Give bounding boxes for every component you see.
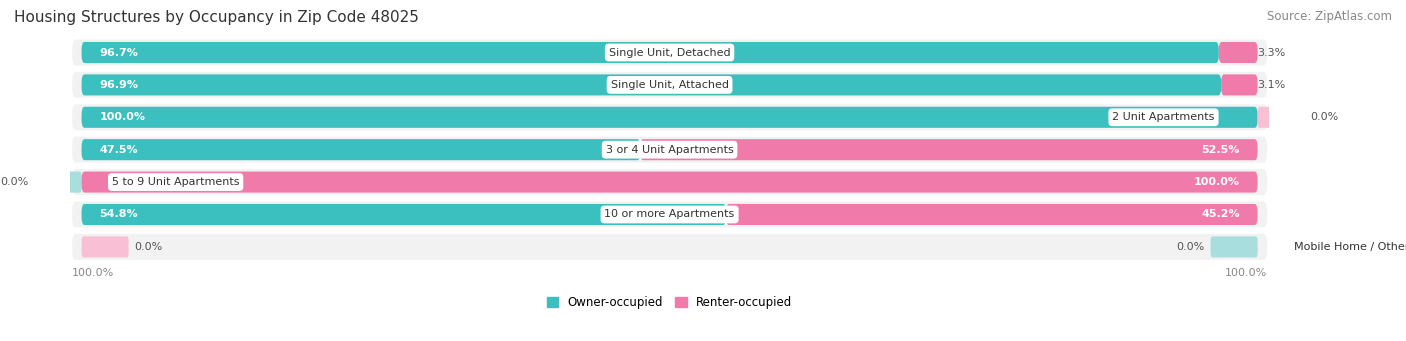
Text: 0.0%: 0.0% bbox=[1177, 242, 1205, 252]
FancyBboxPatch shape bbox=[72, 202, 1267, 227]
FancyBboxPatch shape bbox=[72, 169, 1267, 195]
Text: 0.0%: 0.0% bbox=[0, 177, 28, 187]
Text: 2 Unit Apartments: 2 Unit Apartments bbox=[1112, 112, 1215, 122]
FancyBboxPatch shape bbox=[1222, 74, 1257, 95]
Text: Housing Structures by Occupancy in Zip Code 48025: Housing Structures by Occupancy in Zip C… bbox=[14, 10, 419, 25]
Text: 0.0%: 0.0% bbox=[1310, 112, 1339, 122]
FancyBboxPatch shape bbox=[72, 137, 1267, 163]
Text: 3.1%: 3.1% bbox=[1257, 80, 1286, 90]
FancyBboxPatch shape bbox=[82, 74, 1222, 95]
Text: Source: ZipAtlas.com: Source: ZipAtlas.com bbox=[1267, 10, 1392, 23]
Text: 100.0%: 100.0% bbox=[72, 268, 114, 278]
FancyBboxPatch shape bbox=[82, 172, 1257, 193]
Text: 45.2%: 45.2% bbox=[1201, 209, 1240, 220]
Text: 54.8%: 54.8% bbox=[100, 209, 138, 220]
FancyBboxPatch shape bbox=[72, 104, 1267, 130]
FancyBboxPatch shape bbox=[1257, 107, 1305, 128]
FancyBboxPatch shape bbox=[35, 172, 82, 193]
FancyBboxPatch shape bbox=[82, 204, 725, 225]
Text: 5 to 9 Unit Apartments: 5 to 9 Unit Apartments bbox=[112, 177, 239, 187]
FancyBboxPatch shape bbox=[72, 40, 1267, 65]
Text: Mobile Home / Other: Mobile Home / Other bbox=[1294, 242, 1406, 252]
FancyBboxPatch shape bbox=[72, 72, 1267, 98]
Text: 100.0%: 100.0% bbox=[1225, 268, 1267, 278]
Text: 3.3%: 3.3% bbox=[1257, 47, 1286, 58]
Text: 3 or 4 Unit Apartments: 3 or 4 Unit Apartments bbox=[606, 145, 734, 155]
FancyBboxPatch shape bbox=[82, 42, 1219, 63]
Text: 100.0%: 100.0% bbox=[1194, 177, 1240, 187]
Text: Single Unit, Attached: Single Unit, Attached bbox=[610, 80, 728, 90]
Text: 96.9%: 96.9% bbox=[100, 80, 138, 90]
FancyBboxPatch shape bbox=[82, 236, 128, 257]
Text: 96.7%: 96.7% bbox=[100, 47, 138, 58]
Text: 10 or more Apartments: 10 or more Apartments bbox=[605, 209, 735, 220]
FancyBboxPatch shape bbox=[640, 139, 1257, 160]
FancyBboxPatch shape bbox=[1211, 236, 1257, 257]
Text: 47.5%: 47.5% bbox=[100, 145, 138, 155]
Legend: Owner-occupied, Renter-occupied: Owner-occupied, Renter-occupied bbox=[541, 292, 797, 314]
FancyBboxPatch shape bbox=[72, 234, 1267, 260]
Text: Single Unit, Detached: Single Unit, Detached bbox=[609, 47, 730, 58]
FancyBboxPatch shape bbox=[82, 107, 1257, 128]
Text: 0.0%: 0.0% bbox=[135, 242, 163, 252]
FancyBboxPatch shape bbox=[82, 139, 640, 160]
FancyBboxPatch shape bbox=[1219, 42, 1257, 63]
FancyBboxPatch shape bbox=[725, 204, 1257, 225]
Text: 52.5%: 52.5% bbox=[1202, 145, 1240, 155]
Text: 100.0%: 100.0% bbox=[100, 112, 145, 122]
